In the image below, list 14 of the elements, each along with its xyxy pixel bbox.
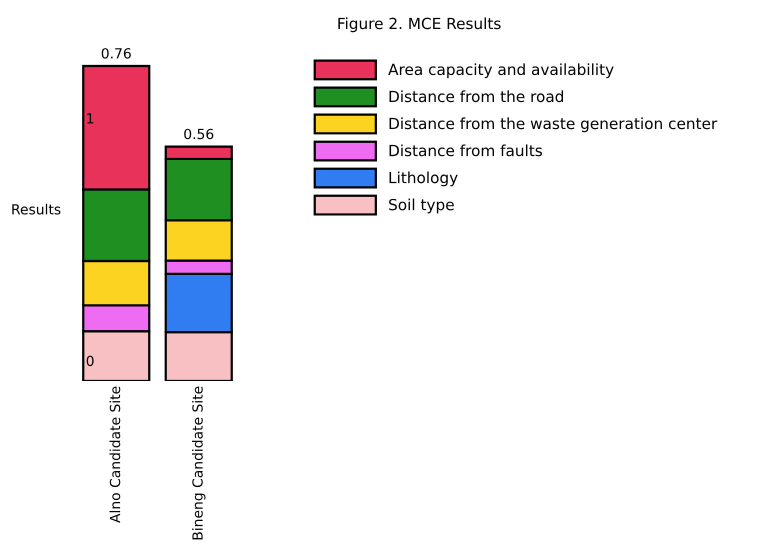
y-axis-title: Results — [12, 204, 60, 215]
legend-label: Distance from the waste generation center — [390, 117, 718, 132]
legend-label: Area capacity and availability — [388, 63, 614, 78]
x-tick-label: Bineng Candidate Site — [192, 386, 206, 540]
x-tick-label: Alno Candidate Site — [110, 386, 120, 523]
legend-label: Distance from the road — [390, 90, 564, 102]
text: Figure 2. MCE Results — [338, 17, 501, 32]
legend-label: Distance from faults — [390, 144, 542, 156]
annotation: 1 — [87, 113, 94, 124]
legend-label: Soil type — [389, 198, 454, 214]
legend-label: Lithology — [390, 172, 458, 186]
annotation: 0.76 — [102, 48, 131, 59]
annotation: 0.56 — [184, 128, 214, 140]
annotation: 0 — [86, 356, 94, 366]
